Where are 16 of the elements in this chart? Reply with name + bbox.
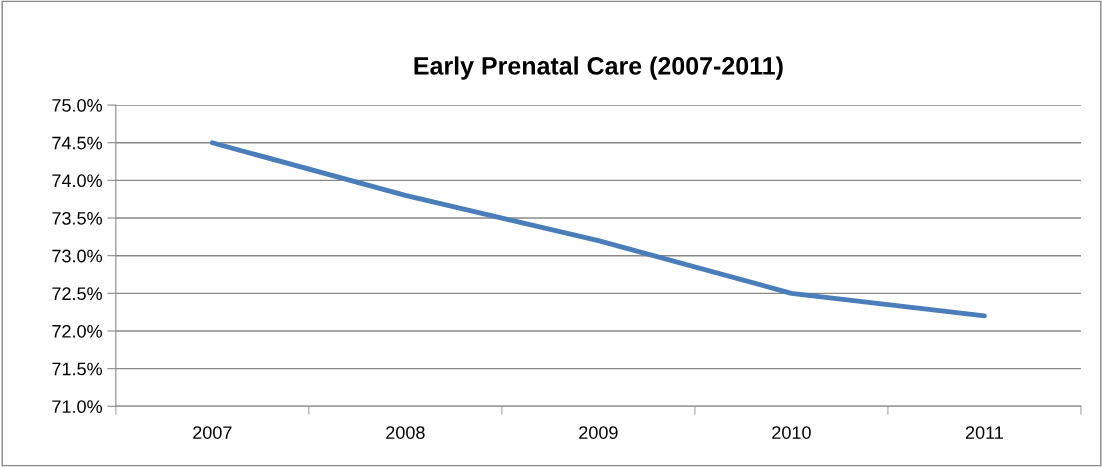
y-tick-label: 71.5% — [52, 362, 102, 376]
y-tick-label: 73.0% — [52, 249, 102, 263]
x-tick-label: 2010 — [772, 426, 811, 439]
y-tick-label: 73.5% — [52, 211, 102, 225]
y-tick-label: 74.5% — [52, 136, 102, 150]
y-tick-label: 74.0% — [52, 174, 102, 188]
y-tick-label: 71.0% — [52, 400, 102, 414]
chart-title: Early Prenatal Care (2007-2011) — [414, 56, 783, 80]
line-series — [209, 140, 987, 319]
x-tick-label: 2011 — [965, 426, 1003, 439]
y-tick-label: 72.0% — [52, 324, 102, 338]
x-tick-label: 2009 — [579, 426, 618, 439]
y-tick-label: 75.0% — [52, 99, 102, 112]
y-tick-label: 72.5% — [52, 287, 102, 301]
x-tick-label: 2008 — [386, 426, 425, 439]
x-tick-label: 2007 — [193, 426, 232, 439]
